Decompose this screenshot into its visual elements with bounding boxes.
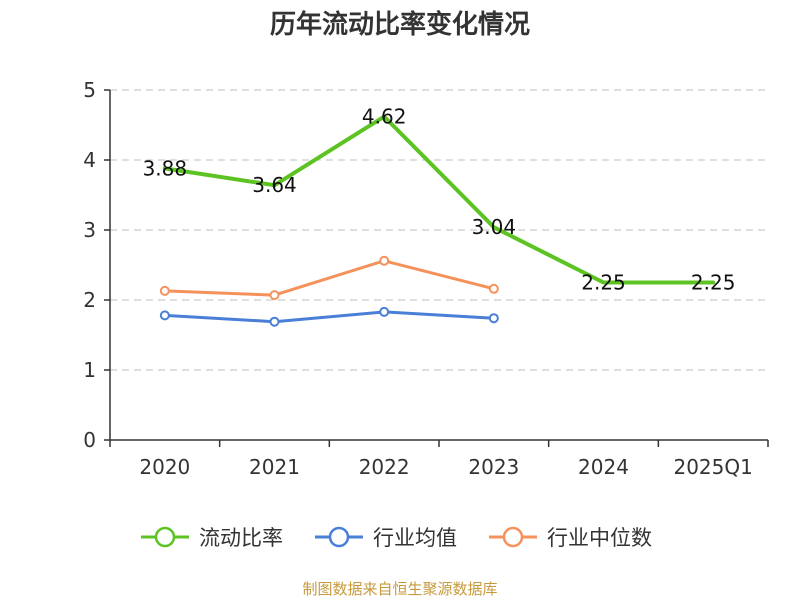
y-tick-label: 5 bbox=[83, 78, 96, 102]
data-label: 2.25 bbox=[691, 271, 736, 295]
series-point-3 bbox=[379, 255, 390, 266]
data-label: 3.64 bbox=[252, 173, 297, 197]
series-point-2 bbox=[269, 316, 280, 327]
y-tick-label: 1 bbox=[83, 358, 96, 382]
x-tick-label: 2025Q1 bbox=[673, 455, 752, 479]
axes: 0 1 2 3 4 5 2020 2021 2022 2023 2024 2025Q1 bbox=[83, 78, 769, 479]
x-tick-label: 2022 bbox=[359, 455, 410, 479]
y-tick-label: 3 bbox=[83, 218, 96, 242]
series-point-2 bbox=[159, 310, 170, 321]
chart-title: 历年流动比率变化情况 bbox=[270, 9, 530, 40]
series-line-3 bbox=[163, 259, 496, 297]
data-label: 3.88 bbox=[143, 156, 188, 180]
y-tick-label: 2 bbox=[83, 288, 96, 312]
series-point-2 bbox=[379, 306, 390, 317]
legend-item-1[interactable]: 流动比率 bbox=[141, 526, 283, 550]
y-tick-label: 4 bbox=[83, 148, 96, 172]
series-line-2 bbox=[163, 310, 496, 324]
series-point-3 bbox=[488, 283, 499, 294]
legend-item-2[interactable]: 行业均值 bbox=[315, 526, 457, 550]
series-point-3 bbox=[159, 285, 170, 296]
series-point-3 bbox=[269, 290, 280, 301]
legend-label: 流动比率 bbox=[199, 526, 283, 550]
legend-marker bbox=[328, 526, 350, 548]
legend-label: 行业均值 bbox=[373, 526, 457, 550]
x-tick-label: 2024 bbox=[578, 455, 629, 479]
legend[interactable]: 流动比率 行业均值 行业中位数 bbox=[141, 526, 652, 550]
grid-lines bbox=[110, 89, 768, 371]
series-line-1 bbox=[162, 114, 716, 285]
legend-marker bbox=[502, 526, 524, 548]
x-tick-label: 2020 bbox=[139, 455, 190, 479]
series-layer bbox=[159, 114, 716, 327]
legend-label: 行业中位数 bbox=[547, 526, 652, 550]
data-label: 3.04 bbox=[472, 215, 517, 239]
data-label: 2.25 bbox=[581, 271, 626, 295]
data-labels: 3.88 3.64 4.62 3.04 2.25 2.25 bbox=[143, 105, 736, 295]
y-tick-label: 0 bbox=[83, 428, 96, 452]
source-note: 制图数据来自恒生聚源数据库 bbox=[302, 580, 497, 598]
data-label: 4.62 bbox=[362, 105, 407, 129]
x-tick-label: 2023 bbox=[468, 455, 519, 479]
x-tick-label: 2021 bbox=[249, 455, 300, 479]
legend-marker bbox=[154, 526, 176, 548]
legend-item-3[interactable]: 行业中位数 bbox=[489, 526, 652, 550]
series-point-2 bbox=[488, 313, 499, 324]
